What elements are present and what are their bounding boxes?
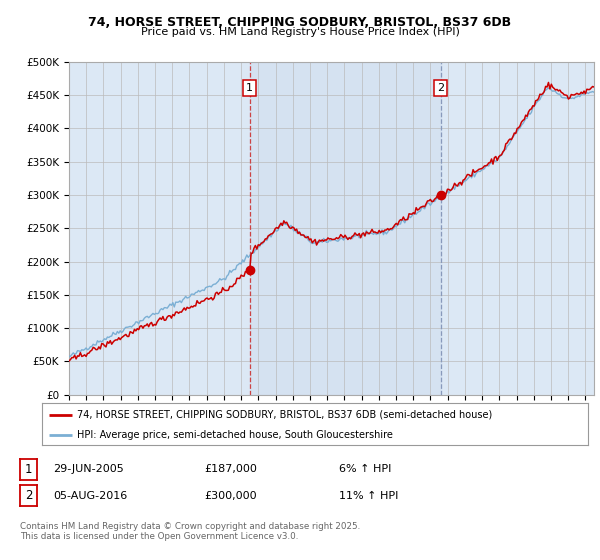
Text: Price paid vs. HM Land Registry's House Price Index (HPI): Price paid vs. HM Land Registry's House … bbox=[140, 27, 460, 37]
Text: 2: 2 bbox=[25, 489, 32, 502]
Text: 2: 2 bbox=[437, 83, 445, 94]
Text: 74, HORSE STREET, CHIPPING SODBURY, BRISTOL, BS37 6DB: 74, HORSE STREET, CHIPPING SODBURY, BRIS… bbox=[88, 16, 512, 29]
Text: 1: 1 bbox=[25, 463, 32, 476]
Text: £300,000: £300,000 bbox=[204, 491, 257, 501]
Bar bbox=[250, 62, 441, 395]
Text: HPI: Average price, semi-detached house, South Gloucestershire: HPI: Average price, semi-detached house,… bbox=[77, 430, 394, 440]
Text: 29-JUN-2005: 29-JUN-2005 bbox=[53, 464, 124, 474]
Text: 11% ↑ HPI: 11% ↑ HPI bbox=[339, 491, 398, 501]
Text: 6% ↑ HPI: 6% ↑ HPI bbox=[339, 464, 391, 474]
Text: 1: 1 bbox=[246, 83, 253, 94]
Text: £187,000: £187,000 bbox=[204, 464, 257, 474]
Text: Contains HM Land Registry data © Crown copyright and database right 2025.
This d: Contains HM Land Registry data © Crown c… bbox=[20, 522, 361, 542]
Text: 05-AUG-2016: 05-AUG-2016 bbox=[53, 491, 127, 501]
Text: 74, HORSE STREET, CHIPPING SODBURY, BRISTOL, BS37 6DB (semi-detached house): 74, HORSE STREET, CHIPPING SODBURY, BRIS… bbox=[77, 409, 493, 419]
